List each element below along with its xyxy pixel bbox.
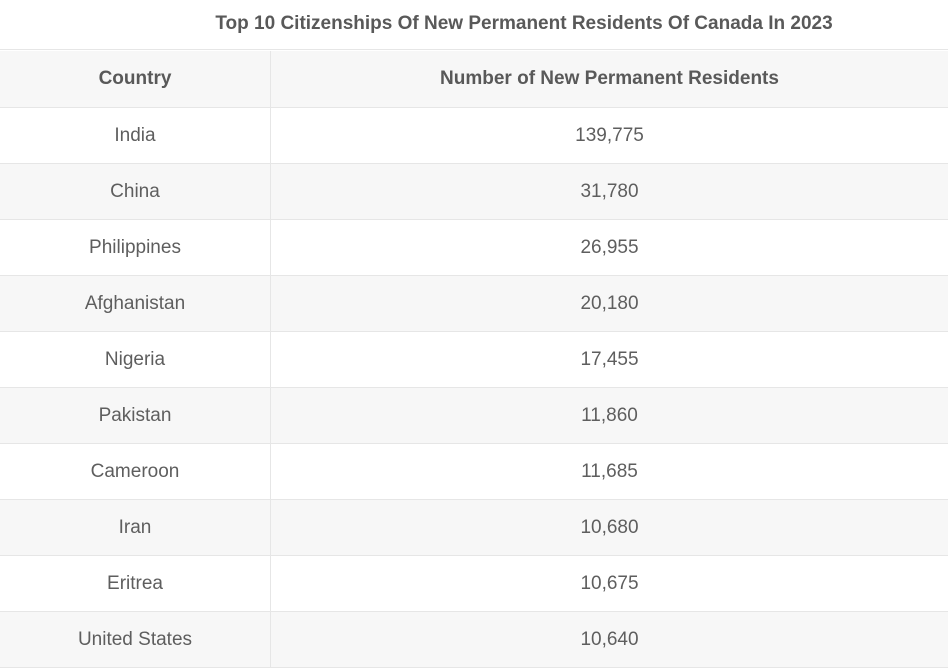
country-cell: India [0,108,271,164]
residents-value-cell: 20,180 [271,276,948,332]
country-cell: United States [0,612,271,668]
table-title: Top 10 Citizenships Of New Permanent Res… [0,0,948,50]
residents-value-cell: 10,680 [271,500,948,556]
column-header-country: Country [0,51,271,108]
table-header-row: Country Number of New Permanent Resident… [0,51,948,108]
residents-value-cell: 139,775 [271,108,948,164]
residents-value-cell: 11,860 [271,388,948,444]
residents-value-cell: 11,685 [271,444,948,500]
residents-value-cell: 10,675 [271,556,948,612]
residents-value-cell: 26,955 [271,220,948,276]
country-cell: China [0,164,271,220]
country-cell: Philippines [0,220,271,276]
country-cell: Pakistan [0,388,271,444]
residents-value-cell: 17,455 [271,332,948,388]
country-cell: Cameroon [0,444,271,500]
column-header-residents: Number of New Permanent Residents [271,51,948,108]
residents-value-cell: 10,640 [271,612,948,668]
country-cell: Nigeria [0,332,271,388]
residents-value-cell: 31,780 [271,164,948,220]
country-cell: Eritrea [0,556,271,612]
country-cell: Afghanistan [0,276,271,332]
country-cell: Iran [0,500,271,556]
data-table: Country Number of New Permanent Resident… [0,51,948,668]
